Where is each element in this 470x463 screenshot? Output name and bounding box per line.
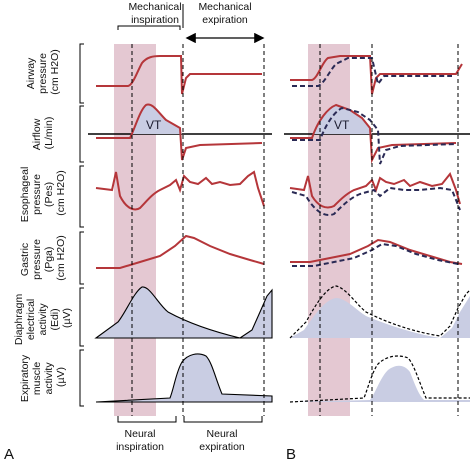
svg-text:Airflow (L/min): Airflow (L/min) (31, 116, 55, 150)
mech-exp-line1: Mechanical (198, 1, 251, 13)
airflow-vt-area-a (132, 104, 182, 134)
mech-exp-line2: expiration (202, 14, 248, 26)
vt-label-b: VT (334, 118, 350, 132)
expiratory-muscle-area-a (95, 353, 273, 403)
neural-insp-line1: Neural (125, 428, 156, 440)
row2-l2: (Pes) (43, 182, 55, 207)
gastric-pressure-trace-b (290, 238, 463, 265)
row5-l0: Expiratory (19, 354, 31, 402)
diaphragm-edi-area-a (94, 286, 273, 339)
row4-l0: Diaphragm (13, 294, 25, 346)
row3-l1: pressure (31, 239, 43, 280)
row2-l3: (cm H2O) (55, 170, 67, 216)
mech-insp-line2: inspiration (131, 14, 179, 26)
row5-l3: (µV) (55, 367, 67, 387)
airflow-dashed-b (292, 106, 457, 165)
svg-text:Expiratory muscle: Expiratory muscle activity (µV) (19, 352, 67, 402)
airflow-vt-area-b (314, 105, 372, 134)
mechanical-phase-header: Mechanical inspiration Mechanical expira… (117, 1, 265, 44)
svg-text:Esophageal pressure: Esophageal pressure (Pes) (cm H2O) (19, 164, 67, 222)
panel-a-label: A (4, 446, 14, 463)
row-brackets (79, 43, 84, 407)
inspiration-band-b (308, 44, 350, 416)
row2-l0: Esophageal (19, 167, 31, 222)
svg-text:Airway pressure (c: Airway pressure (cm H2O) (25, 49, 61, 95)
esophageal-dashed-b (291, 186, 461, 216)
inspiration-band-a (114, 44, 156, 416)
vt-label-a: VT (146, 118, 162, 132)
diaphragm-edi-area-b (290, 296, 470, 338)
esophageal-pressure-trace-a (95, 170, 265, 211)
row4-l2: activity (37, 303, 49, 336)
row3-l3: (cm H2O) (55, 235, 67, 281)
panel-b-label: B (286, 446, 296, 463)
airway-pressure-dashed-b (292, 57, 452, 87)
neural-insp-line2: inspiration (116, 441, 164, 453)
svg-text:Gastric pressure (: Gastric pressure (Pga) (cm H2O) (19, 235, 67, 281)
mech-insp-line1: Mechanical (128, 1, 181, 13)
neural-exp-line1: Neural (207, 428, 238, 440)
row5-l1: muscle (31, 362, 43, 395)
row4-l4: (µV) (61, 308, 73, 328)
airflow-trace-a (96, 103, 263, 161)
svg-text:Diaphragm electrical: Diaphragm electrical activity (Edi) (µV) (13, 291, 73, 345)
row0-l2: (cm H2O) (49, 49, 61, 95)
neural-phase-footer: Neural inspiration Neural expiration (116, 416, 263, 453)
row5-l2: activity (43, 362, 55, 395)
gastric-dashed-b (292, 242, 459, 267)
row0-l0: Airway (25, 57, 37, 89)
row3-l2: (Pga) (43, 247, 55, 273)
row2-l1: pressure (31, 174, 43, 215)
row0-l1: pressure (37, 53, 49, 94)
row4-l1: electrical (25, 299, 37, 340)
row1-l1: (L/min) (43, 117, 55, 150)
expiratory-muscle-area-b (290, 365, 470, 402)
row1-l0: Airflow (31, 118, 43, 150)
panel-a: VT (88, 44, 273, 416)
gastric-pressure-trace-a (96, 234, 265, 269)
diaphragm-edi-dashed-b (289, 285, 470, 339)
esophageal-pressure-trace-b (289, 172, 461, 209)
expiratory-muscle-dashed-b (289, 355, 470, 403)
row4-l3: (Edi) (49, 308, 61, 330)
panel-b: VT (284, 44, 470, 416)
row3-l0: Gastric (19, 243, 31, 276)
neural-exp-line2: expiration (199, 441, 245, 453)
row-labels: Airway pressure (cm H2O) Airflow (L/min)… (13, 49, 73, 402)
